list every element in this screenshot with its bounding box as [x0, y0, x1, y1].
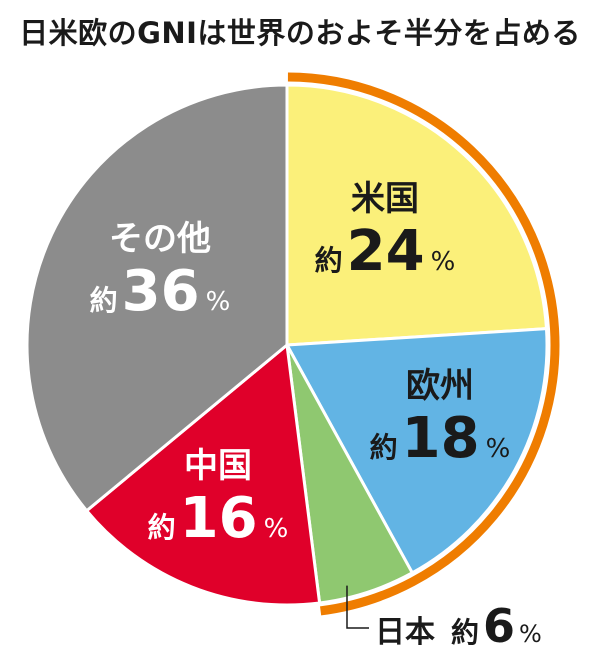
slice-prefix-us: 約 — [315, 244, 343, 277]
leader-line-japan — [346, 585, 369, 629]
highlight-arc-japan-us-europe — [287, 72, 560, 616]
slice-value-label-other: 約36% — [90, 259, 231, 324]
slice-unit-europe: % — [486, 434, 511, 464]
slice-prefix-japan: 約 — [451, 616, 479, 649]
slice-name-us: 米国 — [351, 179, 419, 219]
slice-value-japan: 6 — [483, 599, 515, 653]
pie-slice-us — [285, 83, 548, 347]
slice-unit-japan: % — [519, 620, 542, 648]
pie-slice-europe — [285, 327, 549, 575]
slice-value-label-us: 約24% — [315, 219, 456, 284]
slice-name-europe: 欧州 — [406, 366, 474, 406]
slice-prefix-europe: 約 — [370, 431, 398, 464]
slice-value-label-europe: 約18% — [370, 406, 511, 471]
slice-value-other: 36 — [122, 259, 200, 324]
pie-slice-other — [25, 83, 289, 513]
slice-name-other: その他 — [109, 219, 211, 259]
slice-unit-us: % — [431, 247, 456, 277]
slice-name-china: 中国 — [184, 446, 252, 486]
slice-label-japan: 日本 約6% — [375, 599, 542, 653]
chart-title: 日米欧のGNIは世界のおよそ半分を占める — [19, 16, 581, 50]
pie-slice-china — [85, 343, 322, 607]
slice-value-europe: 18 — [402, 406, 480, 471]
slice-unit-other: % — [206, 287, 231, 317]
slice-value-label-china: 約16% — [148, 486, 289, 551]
slice-value-us: 24 — [347, 219, 425, 284]
slice-prefix-other: 約 — [90, 284, 118, 317]
slice-name-japan: 日本 — [375, 615, 435, 650]
slice-unit-china: % — [264, 514, 289, 544]
slice-value-china: 16 — [180, 486, 258, 551]
slice-prefix-china: 約 — [148, 511, 176, 544]
